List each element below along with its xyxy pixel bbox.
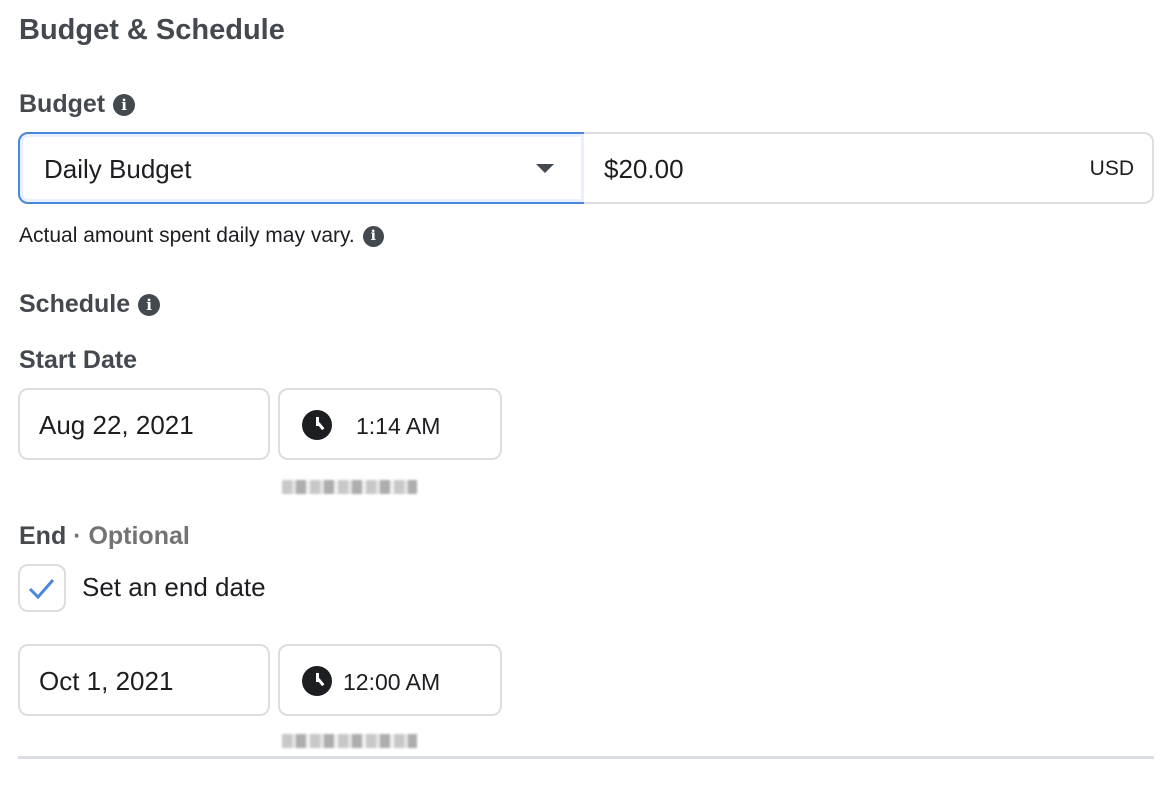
currency-label: USD <box>1089 157 1134 180</box>
end-date-checkbox[interactable] <box>18 564 66 612</box>
info-icon[interactable]: i <box>138 294 161 317</box>
optional-label: · Optional <box>73 522 190 550</box>
caret-down-icon <box>536 164 554 173</box>
budget-type-select[interactable]: Daily Budget <box>18 132 586 204</box>
start-time-value: 1:14 AM <box>356 413 441 439</box>
budget-note-text: Actual amount spent daily may vary. <box>19 224 355 247</box>
end-label-text: End <box>19 522 67 550</box>
end-time-input[interactable]: 12:00 AM <box>278 644 502 716</box>
end-label: End · Optional <box>19 522 190 551</box>
info-icon[interactable]: i <box>362 225 384 247</box>
timezone-redacted <box>282 480 417 494</box>
checkmark-icon <box>28 579 55 600</box>
clock-icon <box>302 410 332 440</box>
divider <box>18 756 1154 759</box>
start-time-input[interactable]: 1:14 AM <box>278 388 502 460</box>
info-icon[interactable]: i <box>113 94 136 117</box>
start-date-label: Start Date <box>19 346 138 374</box>
end-date-input[interactable]: Oct 1, 2021 <box>18 644 270 716</box>
budget-label: Budget i <box>19 90 136 119</box>
budget-label-text: Budget <box>19 90 106 118</box>
end-date-checkbox-label[interactable]: Set an end date <box>82 572 266 602</box>
budget-amount-input[interactable]: $20.00 USD <box>584 132 1154 204</box>
start-date-input[interactable]: Aug 22, 2021 <box>18 388 270 460</box>
clock-icon <box>302 666 332 696</box>
schedule-label-text: Schedule <box>19 290 131 318</box>
schedule-label: Schedule i <box>19 290 161 319</box>
timezone-redacted <box>282 734 417 748</box>
end-date-value: Oct 1, 2021 <box>39 666 174 696</box>
section-title: Budget & Schedule <box>19 14 285 46</box>
budget-note: Actual amount spent daily may vary. i <box>19 224 384 248</box>
budget-amount-value: $20.00 <box>604 154 684 184</box>
end-time-value: 12:00 AM <box>343 669 441 695</box>
start-date-value: Aug 22, 2021 <box>39 410 194 440</box>
budget-type-value: Daily Budget <box>44 154 192 184</box>
